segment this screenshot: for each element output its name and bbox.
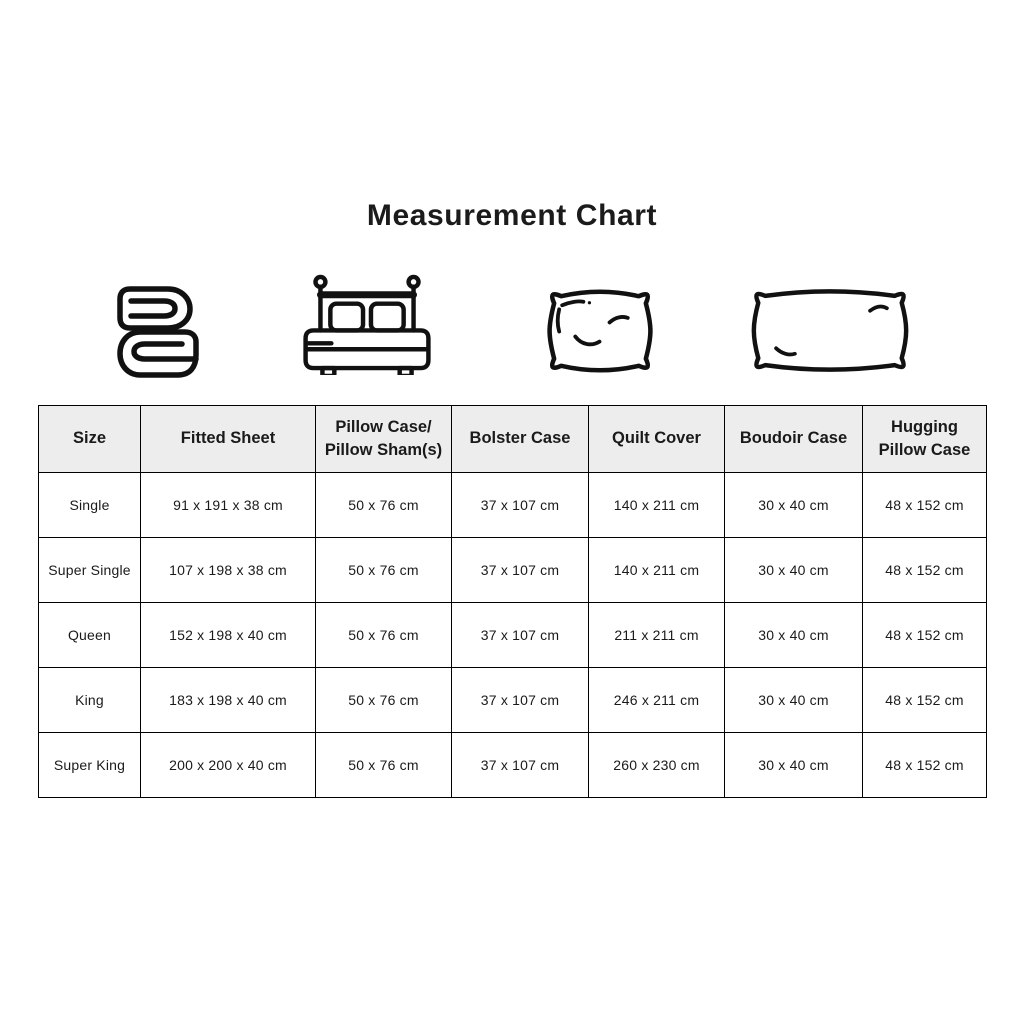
cell-size: Super Single	[38, 537, 141, 603]
cell-boudoir-case: 30 x 40 cm	[724, 732, 863, 798]
cell-size: Single	[38, 472, 141, 538]
cell-hugging-pillow-case: 48 x 152 cm	[862, 667, 987, 733]
cell-boudoir-case: 30 x 40 cm	[724, 472, 863, 538]
column-header-boudoir-case: Boudoir Case	[724, 405, 863, 473]
cell-size: Super King	[38, 732, 141, 798]
column-header-bolster-case: Bolster Case	[451, 405, 589, 473]
cell-quilt-cover: 140 x 211 cm	[588, 472, 725, 538]
cell-hugging-pillow-case: 48 x 152 cm	[862, 732, 987, 798]
body-pillow-icon	[743, 285, 917, 376]
cell-boudoir-case: 30 x 40 cm	[724, 667, 863, 733]
cell-quilt-cover: 260 x 230 cm	[588, 732, 725, 798]
cell-bolster-case: 37 x 107 cm	[451, 537, 589, 603]
cell-boudoir-case: 30 x 40 cm	[724, 537, 863, 603]
bed-icon	[297, 271, 437, 375]
folded-sheets-icon	[106, 281, 206, 384]
page-title: Measurement Chart	[366, 199, 658, 232]
cell-hugging-pillow-case: 48 x 152 cm	[862, 602, 987, 668]
cell-hugging-pillow-case: 48 x 152 cm	[862, 537, 987, 603]
cell-fitted-sheet: 200 x 200 x 40 cm	[140, 732, 316, 798]
column-header-size: Size	[38, 405, 141, 473]
table-row-king: King 183 x 198 x 40 cm 50 x 76 cm 37 x 1…	[38, 667, 987, 733]
cell-bolster-case: 37 x 107 cm	[451, 602, 589, 668]
table-row-super-king: Super King 200 x 200 x 40 cm 50 x 76 cm …	[38, 732, 987, 798]
pillow-icon	[537, 283, 663, 379]
cell-pillow-case: 50 x 76 cm	[315, 732, 452, 798]
cell-bolster-case: 37 x 107 cm	[451, 732, 589, 798]
cell-fitted-sheet: 107 x 198 x 38 cm	[140, 537, 316, 603]
cell-size: Queen	[38, 602, 141, 668]
cell-quilt-cover: 211 x 211 cm	[588, 602, 725, 668]
cell-quilt-cover: 246 x 211 cm	[588, 667, 725, 733]
column-header-quilt-cover: Quilt Cover	[588, 405, 725, 473]
table-row-super-single: Super Single 107 x 198 x 38 cm 50 x 76 c…	[38, 537, 987, 603]
cell-hugging-pillow-case: 48 x 152 cm	[862, 472, 987, 538]
cell-pillow-case: 50 x 76 cm	[315, 537, 452, 603]
column-header-hugging-pillow-case: Hugging Pillow Case	[862, 405, 987, 473]
column-header-fitted-sheet: Fitted Sheet	[140, 405, 316, 473]
cell-pillow-case: 50 x 76 cm	[315, 602, 452, 668]
cell-quilt-cover: 140 x 211 cm	[588, 537, 725, 603]
cell-pillow-case: 50 x 76 cm	[315, 667, 452, 733]
measurement-table: Size Fitted Sheet Pillow Case/ Pillow Sh…	[38, 405, 987, 798]
cell-bolster-case: 37 x 107 cm	[451, 472, 589, 538]
cell-bolster-case: 37 x 107 cm	[451, 667, 589, 733]
cell-pillow-case: 50 x 76 cm	[315, 472, 452, 538]
column-header-pillow-case: Pillow Case/ Pillow Sham(s)	[315, 405, 452, 473]
cell-fitted-sheet: 152 x 198 x 40 cm	[140, 602, 316, 668]
table-header-row: Size Fitted Sheet Pillow Case/ Pillow Sh…	[38, 405, 987, 473]
table-row-single: Single 91 x 191 x 38 cm 50 x 76 cm 37 x …	[38, 472, 987, 538]
cell-boudoir-case: 30 x 40 cm	[724, 602, 863, 668]
cell-size: King	[38, 667, 141, 733]
table-row-queen: Queen 152 x 198 x 40 cm 50 x 76 cm 37 x …	[38, 602, 987, 668]
cell-fitted-sheet: 91 x 191 x 38 cm	[140, 472, 316, 538]
cell-fitted-sheet: 183 x 198 x 40 cm	[140, 667, 316, 733]
